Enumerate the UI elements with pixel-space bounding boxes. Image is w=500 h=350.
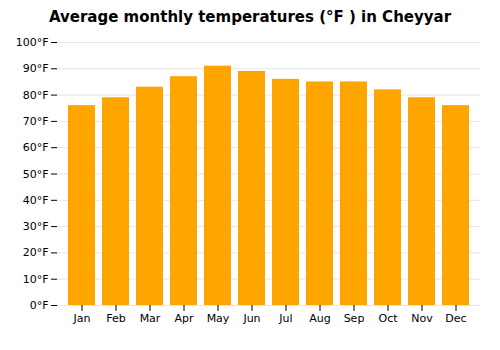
svg-text:Jan: Jan bbox=[73, 312, 91, 325]
svg-text:Jul: Jul bbox=[278, 312, 292, 325]
svg-text:Dec: Dec bbox=[445, 312, 466, 325]
svg-text:Oct: Oct bbox=[378, 312, 398, 325]
svg-text:Jun: Jun bbox=[242, 312, 260, 325]
svg-text:40°F: 40°F bbox=[23, 194, 49, 207]
svg-text:50°F: 50°F bbox=[23, 168, 49, 181]
svg-text:Feb: Feb bbox=[106, 312, 125, 325]
svg-text:0°F: 0°F bbox=[30, 299, 49, 312]
svg-text:100°F: 100°F bbox=[16, 36, 49, 49]
svg-text:Mar: Mar bbox=[140, 312, 161, 325]
svg-text:30°F: 30°F bbox=[23, 220, 49, 233]
svg-text:20°F: 20°F bbox=[23, 246, 49, 259]
svg-text:May: May bbox=[207, 312, 230, 325]
svg-text:60°F: 60°F bbox=[23, 141, 49, 154]
html-text:Average monthly temperatures (: Average monthly temperatures (°F ) in Ch… bbox=[48, 8, 452, 26]
svg-text:90°F: 90°F bbox=[23, 62, 49, 75]
svg-text:Apr: Apr bbox=[174, 312, 194, 325]
svg-text:Aug: Aug bbox=[309, 312, 330, 325]
svg-text:Nov: Nov bbox=[411, 312, 433, 325]
svg-text:70°F: 70°F bbox=[23, 115, 49, 128]
svg-text:Sep: Sep bbox=[344, 312, 365, 325]
svg-text:80°F: 80°F bbox=[23, 89, 49, 102]
svg-text:10°F: 10°F bbox=[23, 273, 49, 286]
